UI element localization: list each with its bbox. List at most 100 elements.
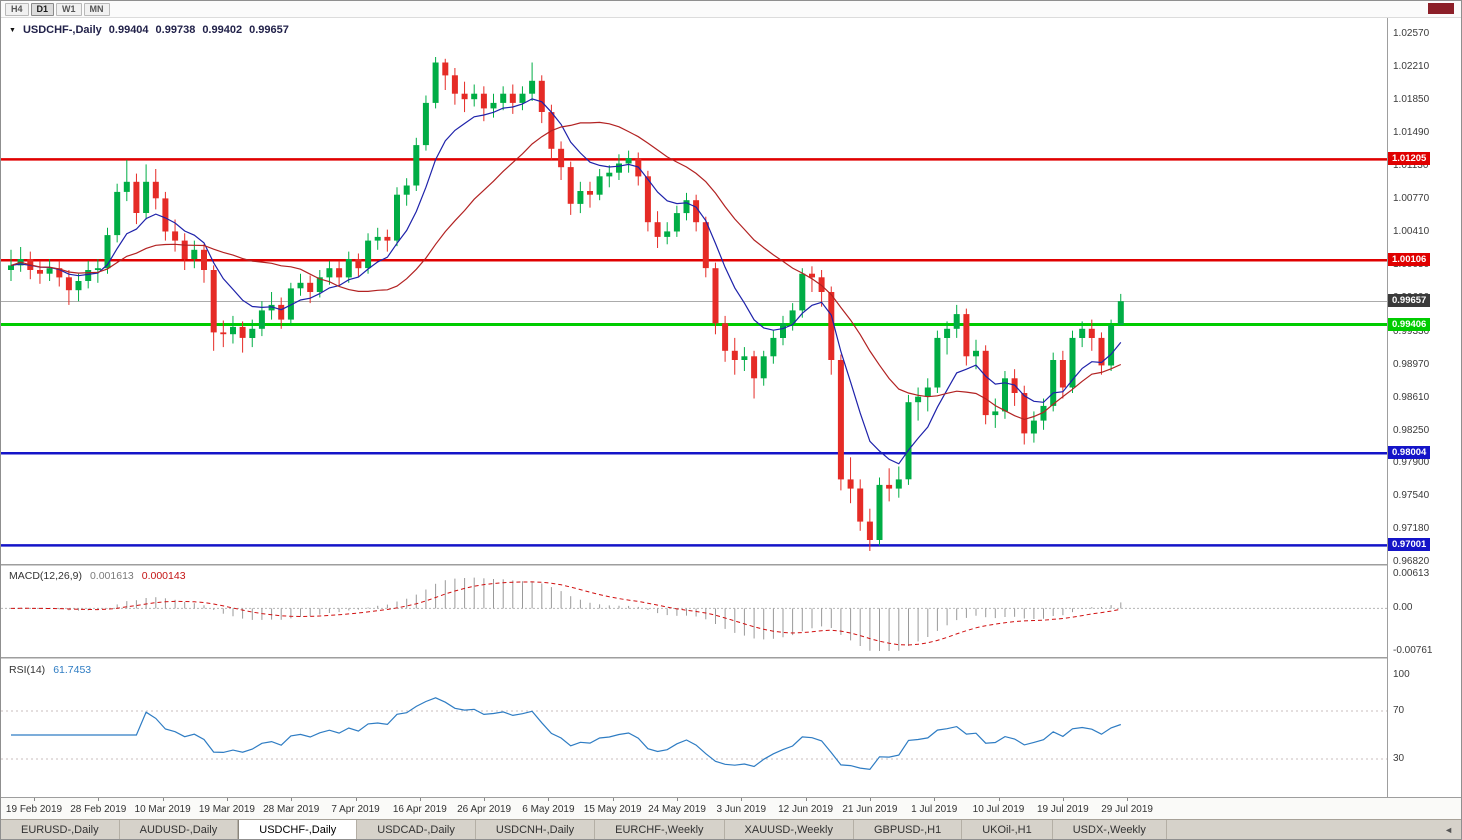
time-axis-label: 21 Jun 2019	[842, 804, 898, 815]
chart-tab-eurchf-weekly[interactable]: EURCHF-,Weekly	[595, 820, 725, 839]
time-axis-label: 6 May 2019	[522, 804, 575, 815]
chart-tab-usdcnh-daily[interactable]: USDCNH-,Daily	[476, 820, 596, 839]
macd-label: MACD(12,26,9)	[9, 570, 82, 582]
time-axis-tick	[677, 798, 678, 801]
price-tick: 1.01490	[1393, 127, 1430, 138]
tab-scroll-left-icon[interactable]: ◄	[1444, 825, 1453, 835]
price-tick: 0.99330	[1393, 326, 1430, 337]
chart-tab-bar: EURUSD-,Daily AUDUSD-,Daily USDCHF-,Daily U…	[1, 819, 1461, 839]
timeframe-button-w1[interactable]: W1	[56, 2, 82, 16]
price-tick: 1.02210	[1393, 61, 1430, 72]
price-tick: 1.00410	[1393, 226, 1430, 237]
time-axis-label: 7 Apr 2019	[331, 804, 380, 815]
timeframe-button-mn[interactable]: MN	[83, 2, 110, 16]
time-axis-tick	[162, 798, 164, 801]
hline-price-tag: 0.98004	[1388, 446, 1431, 459]
price-chart[interactable]	[1, 18, 1387, 564]
time-axis-tick	[226, 798, 228, 801]
timeframe-toolbar: H4 D1 W1 MN	[1, 1, 1461, 18]
time-axis-label: 10 Jul 2019	[972, 804, 1025, 815]
time-axis-label: 19 Feb 2019	[5, 804, 63, 815]
macd-axis-tick: 0.00613	[1393, 568, 1430, 579]
price-tick: 0.97540	[1393, 490, 1430, 501]
symbol-dropdown-icon: ▼	[9, 26, 16, 34]
hline-price-tag: 0.99406	[1388, 318, 1431, 331]
chart-tab-usdcad-daily[interactable]: USDCAD-,Daily	[357, 820, 476, 839]
price-tick: 0.98610	[1393, 392, 1430, 403]
ohlc-high: 0.99738	[155, 24, 196, 36]
time-axis-tick	[1127, 798, 1129, 801]
chart-tab-eurusd-daily[interactable]: EURUSD-,Daily	[1, 820, 120, 839]
time-axis-tick	[998, 798, 1000, 801]
price-tick: 0.97900	[1393, 457, 1430, 468]
price-tick: 0.97180	[1393, 523, 1430, 534]
time-axis-tick	[612, 798, 614, 801]
macd-panel[interactable]	[1, 566, 1387, 657]
time-axis-label: 29 Jul 2019	[1101, 804, 1153, 815]
price-axis[interactable]: 1.02570 1.02210 1.01850 1.01490 1.01130 1.007…	[1388, 18, 1461, 797]
toolbar-marker	[1428, 3, 1454, 14]
time-axis-tick	[419, 798, 421, 801]
chart-tab-ukoil-h1[interactable]: UKOil-,H1	[962, 820, 1053, 839]
chart-tab-audusd-daily[interactable]: AUDUSD-,Daily	[120, 820, 239, 839]
rsi-panel[interactable]	[1, 659, 1387, 797]
rsi-header: RSI(14) 61.7453	[9, 664, 91, 676]
time-axis-tick	[805, 798, 807, 801]
time-axis-label: 28 Feb 2019	[70, 804, 127, 815]
chart-tab-usdx-weekly[interactable]: USDX-,Weekly	[1053, 820, 1167, 839]
time-axis-tick	[484, 798, 486, 801]
time-axis-label: 1 Jul 2019	[911, 804, 958, 815]
time-axis-label: 12 Jun 2019	[778, 804, 834, 815]
hline-price-tag: 0.97001	[1388, 538, 1431, 551]
price-axis-separator	[1387, 18, 1388, 797]
panel-splitter-macd[interactable]	[1, 564, 1461, 566]
price-tick: 1.00770	[1393, 193, 1430, 204]
hline-price-tag: 1.01205	[1388, 152, 1431, 165]
chart-tab-usdchf-daily[interactable]: USDCHF-,Daily	[238, 820, 358, 839]
ohlc-low: 0.99402	[202, 24, 243, 36]
time-axis-label: 24 May 2019	[648, 804, 706, 815]
hline-price-tag: 1.00106	[1388, 253, 1431, 266]
price-tick: 1.01850	[1393, 94, 1430, 105]
price-tick: 0.98250	[1393, 425, 1430, 436]
time-axis-tick	[741, 798, 743, 801]
timeframe-button-d1[interactable]: D1	[30, 2, 55, 16]
time-axis-label: 10 Mar 2019	[134, 804, 191, 815]
timeframe-button-h4[interactable]: H4	[5, 2, 29, 16]
rsi-value: 61.7453	[53, 664, 92, 676]
price-tick: 1.01130	[1393, 160, 1429, 171]
time-axis-tick	[291, 798, 293, 801]
macd-axis-tick: -0.00761	[1393, 645, 1433, 656]
ohlc-close: 0.99657	[249, 24, 289, 36]
time-axis-tick	[1062, 798, 1064, 801]
time-axis-tick	[34, 798, 35, 801]
current-price-tag: 0.99657	[1388, 294, 1431, 307]
chart-header: ▼ USDCHF-,Daily 0.99404 0.99738 0.99402 …	[9, 24, 289, 36]
panel-splitter-rsi[interactable]	[1, 657, 1461, 659]
macd-main-value: 0.001613	[89, 570, 134, 582]
tab-bar-tabs: EURUSD-,Daily AUDUSD-,Daily USDCHF-,Daily U…	[1, 820, 1167, 839]
time-axis-label: 16 Apr 2019	[392, 804, 447, 815]
time-axis-label: 19 Mar 2019	[198, 804, 255, 815]
rsi-axis-tick: 30	[1393, 753, 1405, 764]
timeframe-buttons: H4 D1 W1 MN	[5, 2, 110, 16]
time-axis-tick	[548, 798, 550, 801]
macd-axis-tick: 0.00	[1393, 602, 1413, 613]
symbol-timeframe-label: USDCHF-,Daily	[22, 24, 102, 36]
rsi-label: RSI(14)	[9, 664, 46, 676]
price-tick: 1.02570	[1393, 28, 1430, 39]
chart-tab-xauusd-weekly[interactable]: XAUUSD-,Weekly	[725, 820, 854, 839]
rsi-axis-tick: 70	[1393, 705, 1405, 716]
time-axis[interactable]: 19 Feb 2019 28 Feb 2019 10 Mar 2019 19 Mar …	[1, 797, 1461, 819]
time-axis-label: 28 Mar 2019	[263, 804, 320, 815]
time-axis-label: 19 Jul 2019	[1036, 804, 1089, 815]
time-axis-tick	[869, 798, 871, 801]
time-axis-tick	[934, 798, 936, 801]
time-axis-label: 3 Jun 2019	[716, 804, 767, 815]
rsi-axis-tick: 100	[1393, 669, 1410, 680]
time-axis-tick	[355, 798, 357, 801]
chart-tab-gbpusd-h1[interactable]: GBPUSD-,H1	[854, 820, 963, 839]
price-tick: 0.98970	[1393, 359, 1430, 370]
price-tick: 0.96820	[1393, 556, 1430, 567]
